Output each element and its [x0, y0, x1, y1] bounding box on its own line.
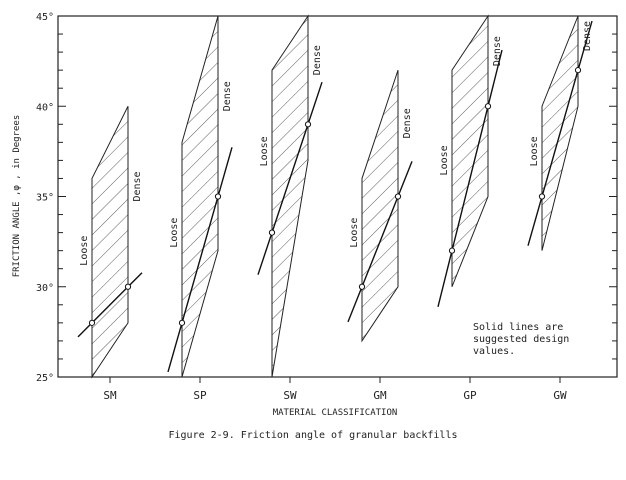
x-tick-label: GP	[463, 389, 477, 402]
label-loose-sp: Loose	[169, 218, 180, 248]
x-tick-label: GW	[553, 389, 567, 402]
design-point-dense	[484, 103, 492, 110]
label-dense-gm: Dense	[402, 108, 413, 138]
band-sp	[181, 15, 219, 378]
band-sm	[91, 106, 129, 379]
x-axis: SM SP SW GM GP GW	[103, 377, 567, 402]
x-tick-label: SW	[283, 389, 297, 402]
label-loose-gp: Loose	[439, 145, 450, 175]
design-point-loose	[358, 283, 366, 290]
label-dense-sp: Dense	[222, 81, 233, 111]
annotation-line-2: suggested design	[473, 334, 569, 345]
y-tick-label: 45°	[36, 12, 54, 23]
label-loose-sw: Loose	[259, 136, 270, 166]
y-axis: 25° 30° 35° 40° 45°	[36, 12, 617, 384]
design-line-sw	[257, 81, 323, 275]
design-point-loose	[268, 229, 276, 236]
x-axis-title: MATERIAL CLASSIFICATION	[273, 408, 398, 418]
design-line-gw	[527, 20, 593, 246]
label-loose-sm: Loose	[79, 236, 90, 266]
y-tick-label: 25°	[36, 373, 54, 384]
label-dense-sw: Dense	[312, 45, 323, 75]
design-point-dense	[394, 193, 402, 200]
y-tick-label: 35°	[36, 193, 54, 204]
label-dense-gw: Dense	[582, 21, 593, 51]
design-line-sp	[167, 147, 233, 373]
annotation-note: Solid lines are suggested design values.	[473, 322, 569, 357]
band-gp	[451, 14, 489, 287]
design-line-gm	[347, 161, 413, 323]
design-point-loose	[88, 319, 96, 326]
friction-bands: Loose Dense Loose Dense Loose Dense Loose Dense…	[77, 14, 593, 379]
figure-caption: Figure 2-9. Friction angle of granular b…	[168, 430, 458, 441]
band-gm	[361, 69, 399, 343]
friction-angle-chart: 25°30°35°40°45° SM SP SW GM GP GW LooseDenseL…	[12, 12, 618, 418]
y-tick-label: 30°	[36, 283, 54, 294]
design-point-dense	[304, 121, 312, 128]
x-tick-label: GM	[373, 389, 387, 402]
y-axis-title: FRICTION ANGLE ,φ , in Degrees	[12, 115, 22, 278]
annotation-line-1: Solid lines are	[473, 322, 563, 333]
annotation-line-3: values.	[473, 346, 515, 357]
design-line-gp	[437, 49, 503, 307]
design-point-loose	[178, 319, 186, 326]
label-dense-gp: Dense	[492, 36, 503, 66]
design-point-loose	[538, 193, 546, 200]
x-tick-label: SP	[193, 389, 207, 402]
label-loose-gw: Loose	[529, 136, 540, 166]
y-tick-label: 40°	[36, 102, 54, 113]
x-tick-label: SM	[103, 389, 117, 402]
design-point-loose	[448, 247, 456, 254]
design-point-dense	[574, 67, 582, 74]
label-dense-sm: Dense	[132, 171, 143, 201]
design-line-sm	[77, 272, 143, 338]
design-point-dense	[124, 283, 132, 290]
label-loose-gm: Loose	[349, 218, 360, 248]
design-point-dense	[214, 193, 222, 200]
band-sw	[271, 14, 309, 378]
